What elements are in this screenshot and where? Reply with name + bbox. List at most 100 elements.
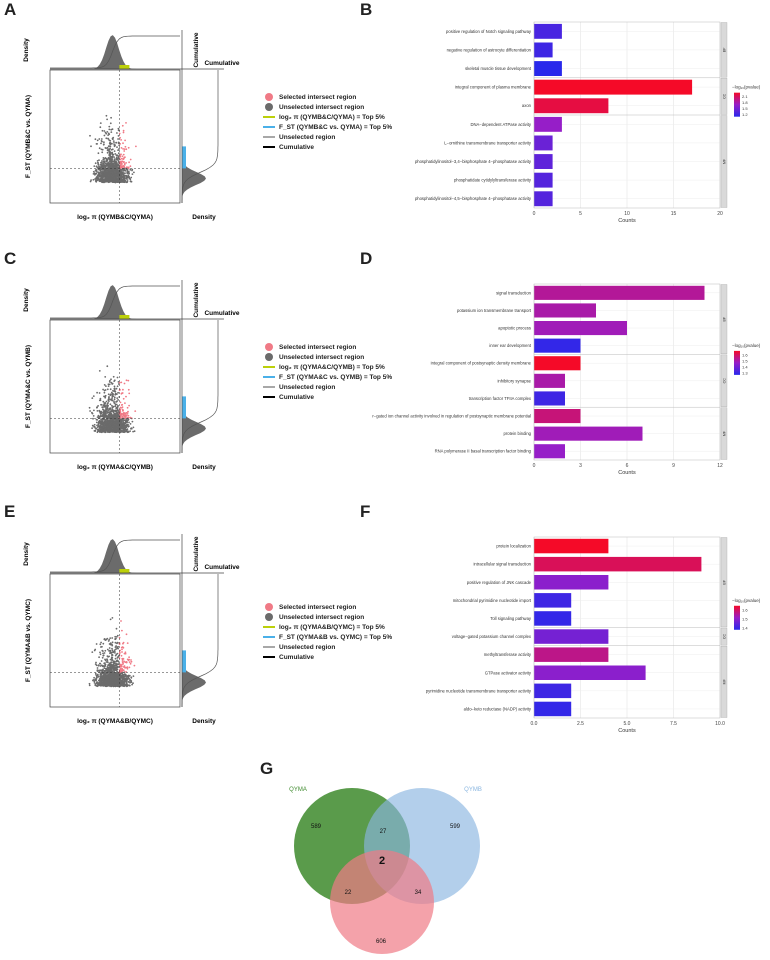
unselected-point: [92, 170, 95, 173]
unselected-point: [102, 652, 104, 655]
unselected-point: [113, 396, 116, 399]
unselected-point: [90, 179, 92, 182]
unselected-point: [102, 642, 105, 645]
legend-label: Unselected intersect region: [279, 613, 365, 621]
unselected-point: [115, 419, 117, 422]
unselected-point: [108, 679, 110, 682]
unselected-point: [102, 158, 105, 161]
legend-unselected-region: Unselected region: [262, 132, 392, 142]
unselected-point: [110, 656, 113, 659]
x-axis-label: log₂ π (QYMA&B/QYMC): [77, 718, 153, 725]
selected-point: [121, 657, 124, 660]
unselected-point: [98, 656, 100, 659]
unselected-point: [128, 421, 130, 424]
legend-symbol: [262, 603, 276, 611]
unselected-point: [116, 419, 119, 422]
selected-point: [121, 669, 124, 672]
unselected-point: [115, 168, 117, 171]
unselected-point: [114, 662, 116, 664]
unselected-point: [121, 672, 124, 675]
unselected-point: [109, 678, 112, 681]
legend-label: Unselected region: [279, 383, 336, 391]
selected-point: [123, 163, 126, 165]
unselected-point: [102, 175, 104, 178]
unselected-point: [114, 172, 117, 174]
unselected-point: [117, 663, 120, 665]
unselected-point: [128, 674, 131, 677]
unselected-point: [122, 174, 125, 177]
unselected-point: [115, 682, 118, 685]
unselected-point: [100, 164, 103, 167]
unselected-point: [99, 669, 102, 672]
selected-point: [125, 661, 128, 664]
unselected-point: [89, 134, 91, 137]
bar: [534, 154, 553, 169]
unselected-point: [96, 426, 99, 428]
x-tick-label: 10: [624, 211, 630, 217]
unselected-point: [130, 681, 133, 684]
unselected-point: [98, 147, 101, 150]
selected-point: [133, 664, 136, 667]
unselected-point: [109, 169, 112, 171]
unselected-point: [116, 641, 119, 644]
unselected-point: [110, 661, 113, 663]
bar: [534, 701, 572, 717]
unselected-point: [118, 129, 120, 132]
colorbar-tick: 1.5: [742, 106, 748, 111]
unselected-point: [115, 401, 118, 403]
unselected-point: [111, 409, 114, 411]
selected-point: [120, 153, 122, 156]
unselected-point: [101, 645, 103, 648]
unselected-point: [103, 662, 106, 665]
unselected-point: [111, 671, 114, 674]
unselected-point: [117, 164, 120, 167]
selected-point: [119, 663, 122, 666]
unselected-point: [115, 403, 118, 406]
unselected-point: [116, 657, 119, 659]
unselected-point: [103, 665, 105, 668]
selected-point: [118, 651, 121, 654]
legend-pi-top5: log₂ π (QYMA&C/QYMB) = Top 5%: [262, 362, 392, 372]
unselected-point: [92, 415, 95, 417]
unselected-point: [103, 180, 106, 183]
bar: [534, 647, 609, 662]
bar: [534, 135, 553, 151]
unselected-point: [113, 650, 116, 653]
unselected-point: [107, 428, 109, 431]
unselected-point: [104, 131, 107, 134]
unselected-point: [117, 391, 119, 394]
unselected-point: [96, 175, 99, 177]
top-density-top5: [119, 569, 130, 573]
unselected-point: [120, 684, 122, 687]
unselected-point: [129, 180, 132, 183]
legend-label: log₂ π (QYMB&C/QYMA) = Top 5%: [279, 113, 385, 121]
unselected-point: [100, 429, 103, 432]
unselected-point: [101, 421, 104, 424]
unselected-point: [112, 405, 115, 408]
y-tick-label: phosphatidate cytidylyltransferase activ…: [454, 178, 532, 183]
right-cumulative-curve: [181, 574, 219, 707]
x-axis-label: Counts: [618, 218, 636, 224]
bar: [534, 172, 553, 188]
unselected-point: [112, 180, 114, 183]
unselected-point: [101, 656, 104, 659]
unselected-point: [105, 385, 107, 387]
unselected-point: [106, 365, 109, 368]
selected-point: [128, 161, 130, 164]
selected-point: [122, 142, 124, 145]
legend-label: Unselected region: [279, 133, 336, 141]
unselected-point: [101, 425, 103, 428]
unselected-point: [100, 173, 103, 176]
unselected-point: [96, 419, 99, 421]
unselected-point: [112, 375, 115, 378]
unselected-point: [103, 165, 106, 168]
unselected-point: [107, 148, 110, 151]
unselected-point: [109, 664, 112, 667]
top-density: [50, 285, 180, 319]
unselected-point: [104, 685, 107, 688]
unselected-point: [107, 664, 110, 666]
selected-point: [120, 162, 123, 165]
unselected-point: [88, 406, 91, 409]
bar: [534, 338, 581, 353]
unselected-point: [109, 407, 112, 410]
